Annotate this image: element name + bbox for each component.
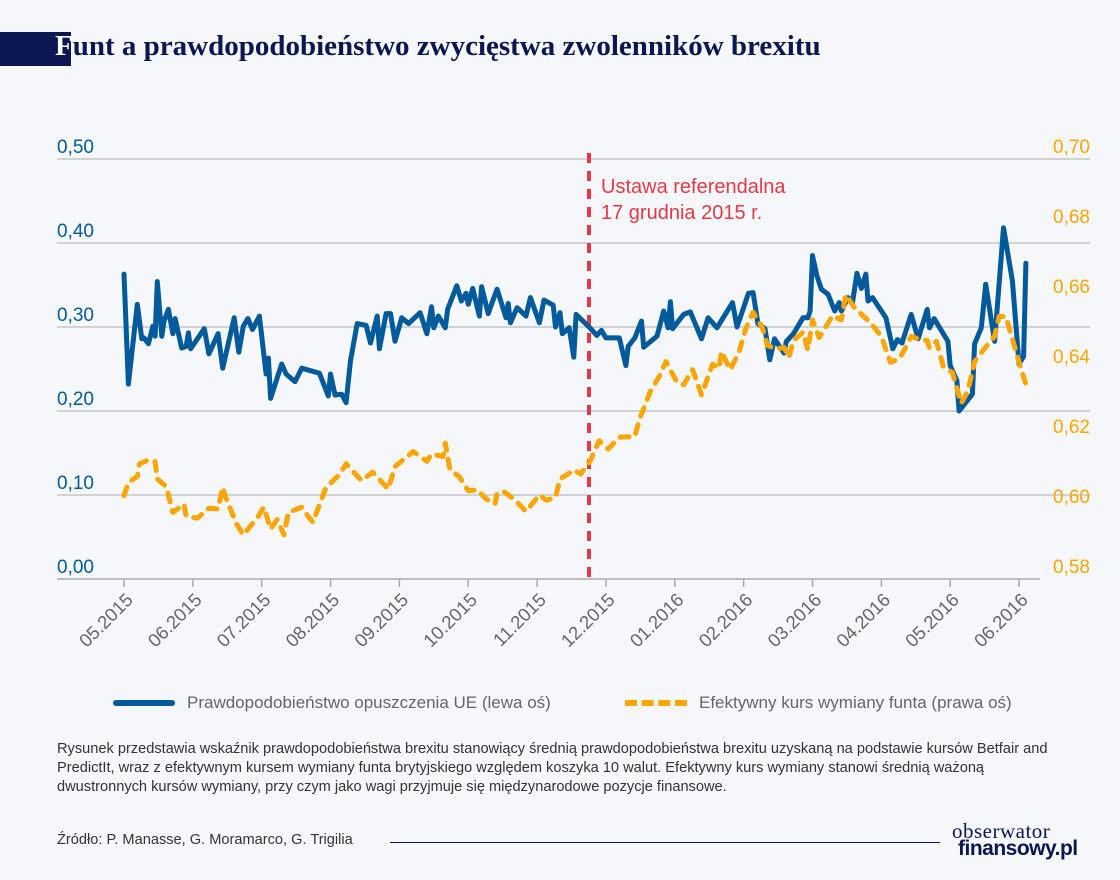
x-axis-label: 02.2016 [694, 589, 756, 651]
source-divider [390, 842, 940, 843]
x-axis-label: 01.2016 [625, 589, 687, 651]
title-rest: unt a prawdopodobieństwo zwycięstwa zwol… [72, 30, 821, 62]
x-axis-label: 06.2015 [144, 589, 206, 651]
left-axis-label: 0,30 [57, 305, 94, 326]
left-axis-label: 0,20 [57, 389, 94, 410]
x-axis-label: 03.2016 [763, 589, 825, 651]
x-axis-label: 09.2015 [350, 589, 412, 651]
chart-title: Funt a prawdopodobieństwo zwycięstwa zwo… [55, 30, 821, 63]
left-axis-label: 0,40 [57, 221, 94, 242]
logo-line-2: finansowy.pl [958, 837, 1078, 860]
x-axis-label: 07.2015 [212, 589, 274, 651]
logo-line-1: obserwator [952, 819, 1051, 843]
right-axis-label: 0,58 [1053, 557, 1090, 578]
right-axis-label: 0,60 [1053, 487, 1090, 508]
x-axis-label: 06.2016 [970, 589, 1032, 651]
obserwator-finansowy-logo: obserwator finansowy.pl [952, 819, 1078, 860]
legend-swatch-orange [625, 700, 687, 706]
series-line-exchange-rate [121, 292, 1031, 538]
series-line-probability [121, 225, 1029, 414]
x-axis-label: 11.2015 [489, 589, 550, 650]
annotation-label: Ustawa referendalna [601, 176, 786, 198]
legend-label-probability: Prawdopodobieństwo opuszczenia UE (lewa … [187, 693, 551, 712]
legend-label-exchange-rate: Efektywny kurs wymiany funta (prawa oś) [699, 693, 1012, 712]
chart-svg: 0,00 0,10 0,20 0,30 0,40 0,50 0,58 0,60 0,62 0,64… [57, 137, 1090, 651]
right-axis-label: 0,70 [1053, 137, 1090, 158]
right-axis-label: 0,64 [1053, 347, 1090, 368]
title-accent-block [0, 32, 71, 66]
left-axis-label: 0,10 [57, 473, 94, 494]
right-axis-label: 0,62 [1053, 417, 1090, 438]
source-note: Źródło: P. Manasse, G. Moramarco, G. Tri… [57, 832, 353, 848]
x-axis-label: 05.2016 [901, 589, 963, 651]
right-axis-label: 0,68 [1053, 207, 1090, 228]
annotation-label: 17 grudnia 2015 r. [601, 202, 762, 224]
legend-item-exchange-rate: Efektywny kurs wymiany funta (prawa oś) [625, 693, 1012, 713]
x-axis-label: 04.2016 [832, 589, 894, 651]
title-first-letter: F [55, 30, 73, 62]
x-axis-label: 05.2015 [75, 589, 137, 651]
left-axis-label: 0,50 [57, 137, 94, 158]
right-axis-label: 0,66 [1053, 277, 1090, 298]
legend-swatch-blue [113, 700, 175, 706]
x-axis-label: 10.2015 [419, 589, 481, 651]
x-axis-label: 08.2015 [281, 589, 343, 651]
left-axis-label: 0,00 [57, 557, 94, 578]
figure-caption: Rysunek przedstawia wskaźnik prawdopodob… [57, 741, 1048, 795]
legend-item-probability: Prawdopodobieństwo opuszczenia UE (lewa … [113, 693, 551, 713]
x-axis-label: 12.2015 [557, 589, 619, 651]
